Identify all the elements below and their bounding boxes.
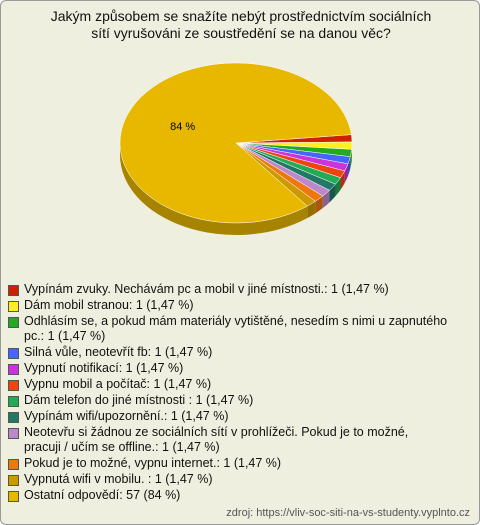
legend-label: Dám mobil stranou: 1 (1,47 %) [24, 298, 194, 312]
legend-label: Vypnutí notifikací: 1 (1,47 %) [24, 361, 184, 375]
legend-swatch [8, 475, 19, 486]
legend-item: Vypnu mobil a počítač: 1 (1,47 %) [8, 377, 448, 392]
legend-swatch [8, 364, 19, 375]
legend-label: Ostatní odpovědí: 57 (84 %) [24, 488, 181, 502]
slice-side [120, 143, 308, 235]
slice-side [335, 177, 341, 197]
legend-label: Pokud je to možné, vypnu internet.: 1 (1… [24, 456, 282, 470]
legend-swatch [8, 380, 19, 391]
legend-label: Vypnu mobil a počítač: 1 (1,47 %) [24, 377, 212, 391]
slice-side [329, 184, 336, 203]
legend-item: Dám mobil stranou: 1 (1,47 %) [8, 298, 448, 313]
legend-item: Vypínám zvuky. Nechávám pc a mobil v jin… [8, 282, 448, 297]
legend-swatch [8, 348, 19, 359]
legend-item: Vypnutá wifi v mobilu. : 1 (1,47 %) [8, 472, 448, 487]
legend-label: Vypnutá wifi v mobilu. : 1 (1,47 %) [24, 472, 213, 486]
slice-side [307, 201, 316, 219]
legend-swatch [8, 285, 19, 296]
slice-side [344, 163, 348, 183]
legend-label: Dám telefon do jiné místnosti : 1 (1,47 … [24, 393, 254, 407]
legend-label: Vypínám zvuky. Nechávám pc a mobil v jin… [24, 282, 389, 296]
legend-item: Ostatní odpovědí: 57 (84 %) [8, 488, 448, 503]
slice-top [119, 62, 352, 224]
source: zdroj: https://vliv-soc-siti-na-vs-stude… [226, 507, 470, 519]
legend-swatch [8, 396, 19, 407]
legend-item: Pokud je to možné, vypnu internet.: 1 (1… [8, 456, 448, 471]
legend-item: Silná vůle, neotevřít fb: 1 (1,47 %) [8, 345, 448, 360]
legend: Vypínám zvuky. Nechávám pc a mobil v jin… [8, 282, 448, 504]
legend-swatch [8, 459, 19, 470]
data-label: 84 % [170, 121, 195, 133]
legend-label: Neotevřu si žádnou ze sociálních sítí v … [24, 425, 409, 454]
slice-side [340, 170, 345, 190]
legend-item: Neotevřu si žádnou ze sociálních sítí v … [8, 425, 448, 455]
slice [119, 62, 352, 235]
legend-label: Silná vůle, neotevřít fb: 1 (1,47 %) [24, 345, 213, 359]
slice-side [350, 149, 352, 169]
legend-item: Odhlásím se, a pokud mám materiály vytiš… [8, 314, 448, 344]
legend-swatch [8, 317, 19, 328]
pie-area: 84 % [119, 62, 353, 235]
legend-swatch [8, 412, 19, 423]
legend-label: Odhlásím se, a pokud mám materiály vytiš… [24, 314, 448, 343]
legend-item: Vypínám wifi/upozornění.: 1 (1,47 %) [8, 409, 448, 424]
legend-item: Dám telefon do jiné místnosti : 1 (1,47 … [8, 393, 448, 408]
chart-title: Jakým způsobem se snažíte nebýt prostřed… [50, 8, 432, 41]
legend-item: Vypnutí notifikací: 1 (1,47 %) [8, 361, 448, 376]
slice-side [347, 156, 351, 176]
legend-swatch [8, 491, 19, 502]
legend-label: Vypínám wifi/upozornění.: 1 (1,47 %) [24, 409, 229, 423]
legend-swatch [8, 428, 19, 439]
legend-swatch [8, 301, 19, 312]
